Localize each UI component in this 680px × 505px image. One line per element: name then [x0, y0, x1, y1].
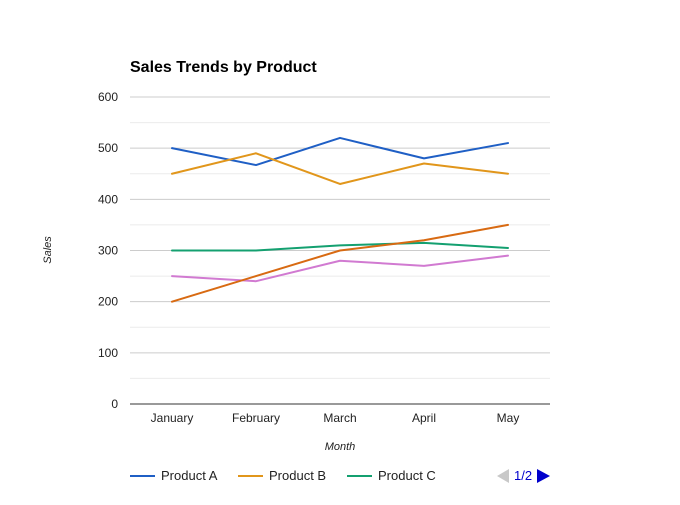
x-tick-label: May [497, 411, 520, 425]
x-axis-title: Month [325, 441, 356, 453]
legend-page-indicator: 1/2 [514, 468, 532, 483]
x-tick-label: February [232, 411, 280, 425]
x-tick-label: January [151, 411, 194, 425]
grid-lines [130, 96, 550, 379]
y-tick-label: 400 [98, 192, 118, 206]
y-tick-label: 600 [98, 90, 118, 104]
x-tick-label: April [412, 411, 436, 425]
y-tick-label: 300 [98, 244, 118, 258]
series-line-5[interactable] [171, 223, 509, 303]
y-tick-label: 0 [111, 397, 118, 411]
chart-title: Sales Trends by Product [130, 59, 317, 76]
series-line-4[interactable] [171, 254, 509, 283]
y-tick-label: 200 [98, 295, 118, 309]
legend-pager: 1/2 [497, 468, 550, 483]
y-axis-ticks: 0 100 200 300 400 500 600 [98, 90, 118, 411]
series-line-3[interactable] [171, 241, 509, 252]
x-tick-label: March [323, 411, 356, 425]
series-lines [171, 136, 509, 303]
legend-label[interactable]: Product C [378, 468, 436, 483]
series-line-2[interactable] [171, 152, 509, 185]
y-tick-label: 100 [98, 346, 118, 360]
y-tick-label: 500 [98, 141, 118, 155]
triangle-right-icon[interactable] [537, 469, 550, 483]
legend: Product A Product B Product C [130, 468, 436, 483]
legend-label[interactable]: Product A [161, 468, 218, 483]
legend-label[interactable]: Product B [269, 468, 326, 483]
x-axis-ticks: January February March April May [151, 411, 520, 425]
triangle-left-icon[interactable] [497, 469, 509, 483]
y-axis-title: Sales [42, 236, 54, 264]
